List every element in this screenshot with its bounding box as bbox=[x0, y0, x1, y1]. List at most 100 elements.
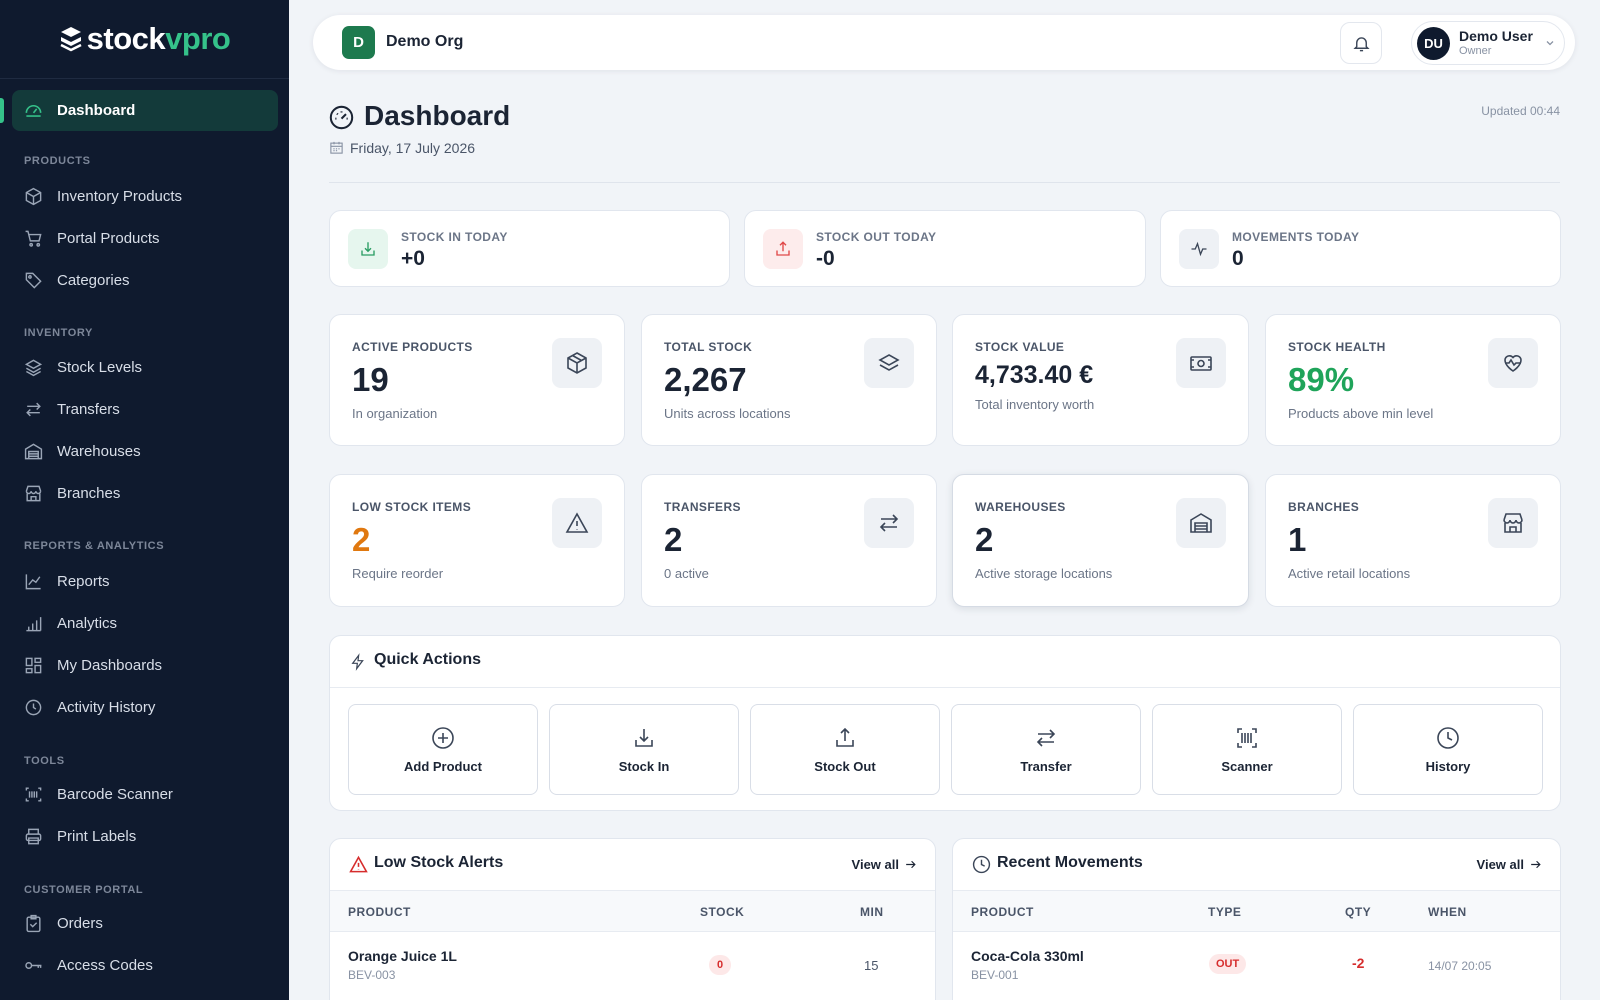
card-label: STOCK IN TODAY bbox=[401, 230, 508, 244]
nav-active-indicator bbox=[0, 98, 4, 123]
sidebar-item-activity-history[interactable]: Activity History bbox=[24, 694, 155, 720]
button-label: Transfer bbox=[1020, 758, 1072, 774]
org-badge[interactable]: D bbox=[342, 26, 375, 59]
clipboard-icon bbox=[26, 914, 41, 932]
stock-out-button[interactable]: Stock Out bbox=[750, 704, 940, 795]
logo-icon bbox=[60, 27, 82, 52]
logo-text-main: stock bbox=[86, 21, 166, 56]
sidebar-item-label: Stock Levels bbox=[57, 358, 143, 376]
table-header: PRODUCT TYPE QTY WHEN bbox=[953, 890, 1560, 932]
barcode-icon bbox=[25, 786, 42, 802]
view-all-low-stock-link[interactable]: View all bbox=[852, 857, 917, 872]
sidebar-item-branches[interactable]: Branches bbox=[24, 480, 120, 506]
sidebar-item-inventory-products[interactable]: Inventory Products bbox=[24, 183, 182, 209]
sidebar-item-access-codes[interactable]: Access Codes bbox=[24, 952, 153, 978]
scanner-button[interactable]: Scanner bbox=[1152, 704, 1342, 795]
card-label: STOCK HEALTH bbox=[1288, 340, 1386, 354]
recent-movements-title: Recent Movements bbox=[997, 854, 1143, 871]
org-name[interactable]: Demo Org bbox=[386, 33, 464, 50]
grid-icon bbox=[25, 657, 42, 673]
card-subtitle: Units across locations bbox=[664, 406, 791, 421]
product-name: Orange Juice 1L bbox=[348, 948, 457, 964]
today-icon-bg bbox=[1179, 229, 1219, 269]
user-name: Demo User bbox=[1459, 28, 1533, 44]
stat-icon-bg bbox=[1488, 498, 1538, 548]
link-label: View all bbox=[851, 857, 899, 872]
sidebar-item-label: My Dashboards bbox=[57, 656, 163, 674]
sidebar-item-reports[interactable]: Reports bbox=[24, 568, 110, 594]
logo[interactable]: stockvpro bbox=[0, 0, 289, 79]
clock-icon bbox=[972, 855, 991, 874]
sidebar-item-analytics[interactable]: Analytics bbox=[24, 610, 117, 636]
sidebar-item-my-dashboards[interactable]: My Dashboards bbox=[24, 652, 162, 678]
layers-icon bbox=[878, 354, 900, 371]
product-sku: BEV-003 bbox=[348, 968, 396, 982]
view-all-movements-link[interactable]: View all bbox=[1477, 857, 1542, 872]
today-icon-bg bbox=[348, 229, 388, 269]
heart-pulse-icon bbox=[1504, 355, 1522, 372]
sidebar-item-warehouses[interactable]: Warehouses bbox=[24, 438, 141, 464]
sidebar-item-label: Barcode Scanner bbox=[57, 785, 173, 803]
sidebar-item-transfers[interactable]: Transfers bbox=[24, 396, 120, 422]
card-warehouses: WAREHOUSES 2 Active storage locations bbox=[952, 474, 1249, 607]
sidebar-item-barcode-scanner[interactable]: Barcode Scanner bbox=[24, 781, 173, 807]
card-subtitle: Require reorder bbox=[352, 566, 444, 581]
lightning-icon bbox=[351, 653, 364, 671]
logo-text-accent: vpro bbox=[165, 21, 231, 56]
sidebar-item-label: Orders bbox=[57, 914, 103, 932]
sidebar-item-orders[interactable]: Orders bbox=[24, 910, 103, 936]
sidebar-item-dashboard[interactable]: Dashboard bbox=[12, 90, 278, 131]
warehouse-icon bbox=[1190, 513, 1212, 533]
card-stock-health: STOCK HEALTH 89% Products above min leve… bbox=[1265, 314, 1561, 446]
button-label: Stock Out bbox=[814, 758, 876, 774]
bar-chart-icon bbox=[26, 616, 42, 631]
sidebar-item-categories[interactable]: Categories bbox=[24, 267, 130, 293]
section-products: PRODUCTS bbox=[24, 155, 91, 167]
arrow-right-icon bbox=[906, 860, 916, 869]
sidebar-item-label: Analytics bbox=[57, 614, 118, 632]
stat-icon-bg bbox=[1176, 498, 1226, 548]
card-subtitle: Active retail locations bbox=[1288, 566, 1411, 581]
add-product-button[interactable]: Add Product bbox=[348, 704, 538, 795]
gauge-icon bbox=[329, 105, 354, 130]
card-stock-value: STOCK VALUE 4,733.40 € Total inventory w… bbox=[952, 314, 1249, 446]
column-header-product: PRODUCT bbox=[971, 905, 1034, 919]
line-chart-icon bbox=[25, 573, 41, 589]
sidebar-item-stock-levels[interactable]: Stock Levels bbox=[24, 354, 142, 380]
history-button[interactable]: History bbox=[1353, 704, 1543, 795]
user-role: Owner bbox=[1459, 45, 1492, 57]
page-date: Friday, 17 July 2026 bbox=[350, 140, 476, 156]
alert-triangle-icon bbox=[565, 512, 589, 533]
notifications-button[interactable] bbox=[1340, 22, 1382, 64]
plus-circle-icon bbox=[432, 726, 454, 749]
arrows-icon bbox=[26, 402, 41, 416]
product-sku: BEV-001 bbox=[971, 968, 1019, 982]
box-icon bbox=[567, 352, 587, 374]
user-menu[interactable]: DU Demo User Owner bbox=[1411, 21, 1565, 65]
low-stock-panel: Low Stock Alerts View all PRODUCT STOCK … bbox=[329, 838, 936, 1000]
card-stock-in-today: STOCK IN TODAY +0 bbox=[329, 210, 730, 287]
sidebar: stockvpro Dashboard PRODUCTS Inventory P… bbox=[0, 0, 289, 1000]
column-header-qty: QTY bbox=[1345, 905, 1372, 919]
card-subtitle: Total inventory worth bbox=[975, 397, 1095, 412]
card-value: 2 bbox=[975, 521, 994, 558]
transfer-button[interactable]: Transfer bbox=[951, 704, 1141, 795]
table-header: PRODUCT STOCK MIN bbox=[330, 890, 935, 932]
type-badge: OUT bbox=[1209, 954, 1247, 974]
sidebar-item-label: Categories bbox=[57, 271, 130, 289]
store-icon bbox=[25, 485, 42, 501]
card-branches: BRANCHES 1 Active retail locations bbox=[1265, 474, 1561, 607]
stat-icon-bg bbox=[864, 498, 914, 548]
top-bar: D Demo Org DU Demo User Owner bbox=[313, 15, 1575, 70]
stock-in-button[interactable]: Stock In bbox=[549, 704, 739, 795]
stat-icon-bg bbox=[1176, 338, 1226, 388]
card-total-stock: TOTAL STOCK 2,267 Units across locations bbox=[641, 314, 937, 446]
sidebar-item-portal-products[interactable]: Portal Products bbox=[24, 225, 160, 251]
sidebar-item-label: Inventory Products bbox=[57, 187, 183, 205]
column-header-min: MIN bbox=[860, 905, 884, 919]
cart-icon bbox=[25, 230, 42, 247]
download-icon bbox=[635, 728, 653, 747]
key-icon bbox=[25, 961, 42, 969]
stock-badge: 0 bbox=[709, 955, 731, 975]
sidebar-item-print-labels[interactable]: Print Labels bbox=[24, 823, 136, 849]
